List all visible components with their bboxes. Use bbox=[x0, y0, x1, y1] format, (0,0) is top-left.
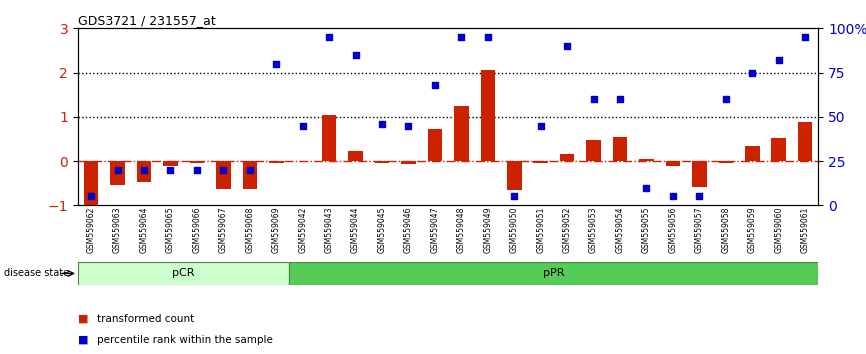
Point bbox=[640, 185, 654, 190]
Point bbox=[296, 123, 310, 129]
Point bbox=[772, 57, 785, 63]
Point bbox=[216, 167, 230, 173]
Point bbox=[84, 194, 98, 199]
Text: GSM559043: GSM559043 bbox=[325, 206, 333, 253]
Text: ■: ■ bbox=[78, 314, 88, 324]
Point bbox=[455, 34, 469, 40]
Bar bbox=[110, 161, 125, 185]
Bar bbox=[772, 138, 786, 161]
Bar bbox=[507, 161, 521, 190]
Text: GSM559054: GSM559054 bbox=[616, 206, 624, 253]
Text: GSM559047: GSM559047 bbox=[430, 206, 439, 253]
Text: pCR: pCR bbox=[172, 268, 195, 279]
Bar bbox=[84, 161, 99, 205]
Point bbox=[507, 194, 521, 199]
Text: GSM559062: GSM559062 bbox=[87, 206, 95, 253]
Point bbox=[746, 70, 759, 75]
Bar bbox=[137, 161, 152, 182]
Text: GSM559050: GSM559050 bbox=[510, 206, 519, 253]
Point bbox=[137, 167, 151, 173]
Bar bbox=[613, 137, 627, 161]
Point bbox=[242, 167, 256, 173]
Text: GSM559063: GSM559063 bbox=[113, 206, 122, 253]
Text: GSM559060: GSM559060 bbox=[774, 206, 783, 253]
Text: GSM559049: GSM559049 bbox=[483, 206, 492, 253]
Bar bbox=[533, 161, 548, 163]
Text: disease state: disease state bbox=[4, 268, 69, 278]
Bar bbox=[798, 122, 812, 161]
Bar bbox=[692, 161, 707, 187]
Text: GSM559048: GSM559048 bbox=[457, 206, 466, 253]
Point bbox=[533, 123, 547, 129]
Text: GSM559051: GSM559051 bbox=[536, 206, 546, 253]
Text: GSM559055: GSM559055 bbox=[642, 206, 651, 253]
Point bbox=[164, 167, 178, 173]
Point bbox=[693, 194, 707, 199]
Text: GDS3721 / 231557_at: GDS3721 / 231557_at bbox=[78, 14, 216, 27]
Point bbox=[375, 121, 389, 127]
Point bbox=[349, 52, 363, 58]
Point bbox=[402, 123, 416, 129]
Text: GSM559053: GSM559053 bbox=[589, 206, 598, 253]
Text: percentile rank within the sample: percentile rank within the sample bbox=[97, 335, 273, 345]
Bar bbox=[163, 161, 178, 166]
Text: transformed count: transformed count bbox=[97, 314, 194, 324]
Text: GSM559045: GSM559045 bbox=[378, 206, 386, 253]
Text: ■: ■ bbox=[78, 335, 88, 345]
Text: GSM559056: GSM559056 bbox=[669, 206, 677, 253]
Bar bbox=[428, 129, 443, 161]
Point bbox=[111, 167, 125, 173]
Text: GSM559057: GSM559057 bbox=[695, 206, 704, 253]
Bar bbox=[666, 161, 680, 166]
Text: GSM559052: GSM559052 bbox=[563, 206, 572, 253]
Bar bbox=[289, 262, 818, 285]
Point bbox=[481, 34, 494, 40]
Text: GSM559067: GSM559067 bbox=[219, 206, 228, 253]
Bar bbox=[242, 161, 257, 188]
Point bbox=[613, 96, 627, 102]
Bar bbox=[375, 161, 390, 163]
Bar bbox=[560, 154, 574, 161]
Bar bbox=[745, 145, 759, 161]
Bar bbox=[454, 106, 469, 161]
Text: GSM559042: GSM559042 bbox=[298, 206, 307, 253]
Bar bbox=[269, 161, 283, 163]
Point bbox=[190, 167, 204, 173]
Text: pPR: pPR bbox=[543, 268, 565, 279]
Text: GSM559069: GSM559069 bbox=[272, 206, 281, 253]
Text: GSM559068: GSM559068 bbox=[245, 206, 255, 253]
Bar bbox=[190, 161, 204, 163]
Point bbox=[798, 34, 812, 40]
Text: GSM559058: GSM559058 bbox=[721, 206, 730, 253]
Point bbox=[560, 43, 574, 49]
Point bbox=[322, 34, 336, 40]
Bar bbox=[322, 115, 336, 161]
Text: GSM559065: GSM559065 bbox=[166, 206, 175, 253]
Bar bbox=[639, 159, 654, 161]
Text: GSM559044: GSM559044 bbox=[351, 206, 360, 253]
Bar bbox=[348, 152, 363, 161]
Point bbox=[428, 82, 442, 88]
Text: GSM559066: GSM559066 bbox=[192, 206, 202, 253]
Point bbox=[719, 96, 733, 102]
Text: GSM559059: GSM559059 bbox=[747, 206, 757, 253]
Bar bbox=[586, 140, 601, 161]
Text: GSM559046: GSM559046 bbox=[404, 206, 413, 253]
Point bbox=[586, 96, 600, 102]
Point bbox=[666, 194, 680, 199]
Bar bbox=[78, 262, 289, 285]
Bar bbox=[719, 161, 734, 163]
Bar bbox=[401, 161, 416, 164]
Point bbox=[269, 61, 283, 67]
Text: GSM559064: GSM559064 bbox=[139, 206, 149, 253]
Bar bbox=[481, 70, 495, 161]
Text: GSM559061: GSM559061 bbox=[801, 206, 810, 253]
Bar bbox=[216, 161, 230, 188]
